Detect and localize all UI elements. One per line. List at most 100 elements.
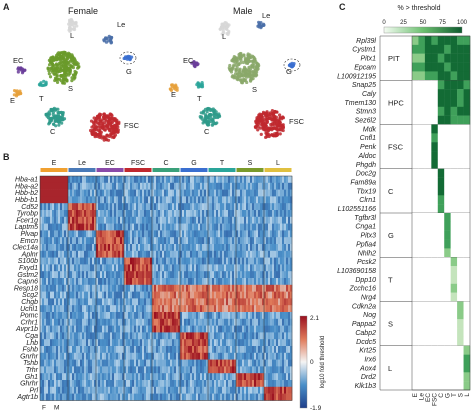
heatmap-cell xyxy=(70,216,73,224)
umap-point xyxy=(278,113,282,117)
heatmap-cell xyxy=(254,359,257,367)
heatmap-cell xyxy=(188,257,191,265)
heatmap-cell xyxy=(104,210,107,218)
heatmap-cell xyxy=(194,237,197,245)
heatmap-cell xyxy=(72,278,75,286)
heatmap-cell xyxy=(106,291,109,299)
heatmap-cell xyxy=(92,203,95,211)
heatmap-cell xyxy=(270,346,273,354)
heatmap-cell xyxy=(76,346,79,354)
heatmap-cell xyxy=(138,332,141,340)
heatmap-cell xyxy=(148,291,151,299)
heatmap-cell xyxy=(64,203,67,211)
heatmap-cell xyxy=(138,312,141,320)
heatmap-cell xyxy=(42,359,45,367)
heatmap-cell xyxy=(92,244,95,252)
heatmap-cell xyxy=(144,196,147,204)
heatmap-cell xyxy=(62,271,65,279)
heatmap-cell xyxy=(288,284,291,292)
heatmap-cell xyxy=(196,305,199,313)
heatmap-cell xyxy=(84,182,87,190)
heatmap-cell xyxy=(212,359,215,367)
heatmap-cell xyxy=(162,250,165,258)
heatmap-cell xyxy=(154,271,157,279)
heatmap-cell xyxy=(152,325,155,333)
heatmap-cell xyxy=(192,332,195,340)
heatmap-cell xyxy=(80,352,83,360)
heatmap-cell xyxy=(212,352,215,360)
heatmap-cell xyxy=(70,332,73,340)
heatmap-cell xyxy=(166,271,169,279)
heatmap-cell xyxy=(290,366,293,374)
umap-point xyxy=(192,62,196,66)
heatmap-cell xyxy=(66,244,69,252)
heatmap-cell xyxy=(242,325,245,333)
heatmap-cell xyxy=(80,291,83,299)
heatmap-cell xyxy=(182,298,185,306)
heatmap-cell xyxy=(80,271,83,279)
heatmap-cell xyxy=(120,216,123,224)
heatmap-cell xyxy=(114,298,117,306)
heatmap-cell xyxy=(176,366,179,374)
heatmap-cell xyxy=(40,271,43,279)
heatmap-cell xyxy=(48,189,51,197)
heatmap-cell xyxy=(126,230,129,238)
heatmap-cell xyxy=(150,291,153,299)
umap-point xyxy=(99,112,103,117)
heatmap-cell xyxy=(124,318,127,326)
heatmap-cell xyxy=(222,196,225,204)
heatmap-cell xyxy=(206,332,209,340)
heatmap-cell xyxy=(230,359,233,367)
heatmap-cell xyxy=(230,339,233,347)
heatmap-cell xyxy=(196,284,199,292)
heatmap-cell xyxy=(110,359,113,367)
heatmap-cell xyxy=(224,216,227,224)
heatmap-cell xyxy=(190,305,193,313)
umap-point xyxy=(255,68,259,72)
heatmap-cell xyxy=(40,366,43,374)
heatmap-cell xyxy=(200,196,203,204)
heatmap-cell xyxy=(134,264,137,272)
heatmap-cell xyxy=(82,359,85,367)
heatmap-cell xyxy=(146,182,149,190)
heatmap-cell xyxy=(278,216,281,224)
heatmap-cell xyxy=(44,291,47,299)
heatmap-cell xyxy=(248,366,251,374)
heatmap-cell xyxy=(286,325,289,333)
heatmap-cell xyxy=(60,291,63,299)
heatmap-cell xyxy=(146,244,149,252)
heatmap-cell xyxy=(228,176,231,184)
heatmap-cell xyxy=(162,352,165,360)
heatmap-cell xyxy=(258,339,261,347)
heatmap-cell xyxy=(126,373,129,381)
heatmap-cell xyxy=(270,318,273,326)
heatmap-cell xyxy=(72,339,75,347)
heatmap-cell xyxy=(200,312,203,320)
heatmap-cell xyxy=(228,189,231,197)
heatmap-cell xyxy=(280,203,283,211)
heatmap-cell xyxy=(166,189,169,197)
heatmap-cell xyxy=(120,346,123,354)
heatmap-cell xyxy=(140,196,143,204)
heatmap-cell xyxy=(128,298,131,306)
heatmap-cell xyxy=(286,284,289,292)
heatmap-cell xyxy=(142,250,145,258)
heatmap-cell xyxy=(60,339,63,347)
heatmap-cell xyxy=(158,176,161,184)
heatmap-cell xyxy=(214,230,217,238)
heatmap-cell xyxy=(88,176,91,184)
heatmap-cell xyxy=(100,325,103,333)
heatmap-cell xyxy=(156,196,159,204)
heatmap-cell xyxy=(60,189,63,197)
umap-point xyxy=(288,63,292,67)
heatmap-cell xyxy=(234,278,237,286)
heatmap-cell xyxy=(44,305,47,313)
col-group-label-e: E xyxy=(52,160,57,167)
heatmap-cell xyxy=(194,325,197,333)
heatmap-cell xyxy=(282,271,285,279)
heatmap-cell xyxy=(240,250,243,258)
heatmap-cell xyxy=(128,346,131,354)
heatmap-cell xyxy=(68,271,71,279)
heatmap-cell xyxy=(146,352,149,360)
heatmap-cell xyxy=(126,250,129,258)
